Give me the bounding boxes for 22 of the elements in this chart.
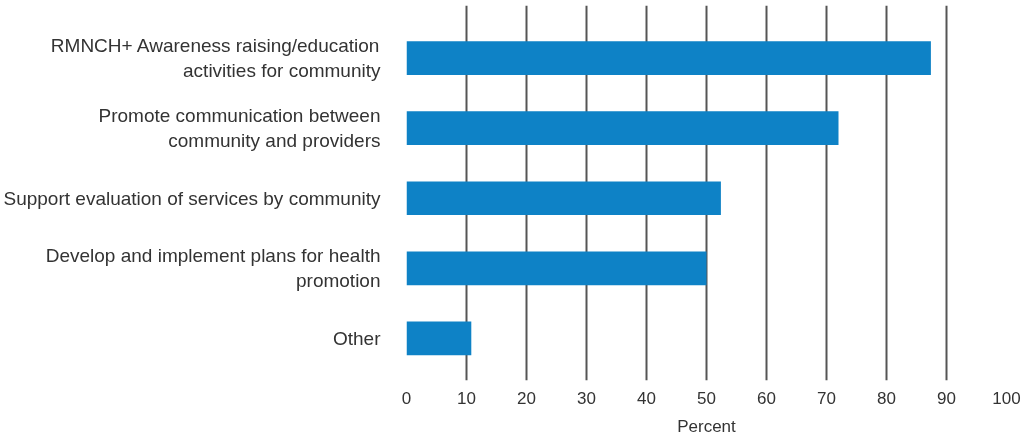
bar — [406, 321, 472, 356]
bar — [406, 181, 721, 216]
x-tick-label: 60 — [757, 388, 776, 408]
x-tick-label: 0 — [401, 388, 412, 408]
x-axis-title: Percent — [677, 416, 737, 436]
bar — [406, 41, 931, 75]
bar — [406, 111, 839, 145]
y-tick-label: Other — [332, 327, 382, 349]
y-tick-label: Support evaluation of services by community — [3, 187, 381, 209]
x-tick-label: 30 — [577, 388, 596, 408]
x-tick-label: 80 — [877, 388, 896, 408]
y-tick-label: RMNCH+ Awareness raising/education activities for community — [50, 34, 381, 82]
x-tick-label: 40 — [637, 388, 656, 408]
bar — [406, 251, 707, 286]
x-tick-label: 10 — [457, 388, 476, 408]
x-tick-label: 90 — [937, 388, 956, 408]
y-tick-label: Develop and implement plans for health promotion — [45, 245, 381, 292]
x-tick-label: 50 — [697, 388, 716, 408]
x-tick-label: 70 — [817, 388, 836, 408]
x-tick-label: 20 — [517, 388, 536, 408]
x-tick-label: 100 — [992, 388, 1021, 408]
y-tick-label: Promote communication between community and providers — [98, 105, 381, 152]
